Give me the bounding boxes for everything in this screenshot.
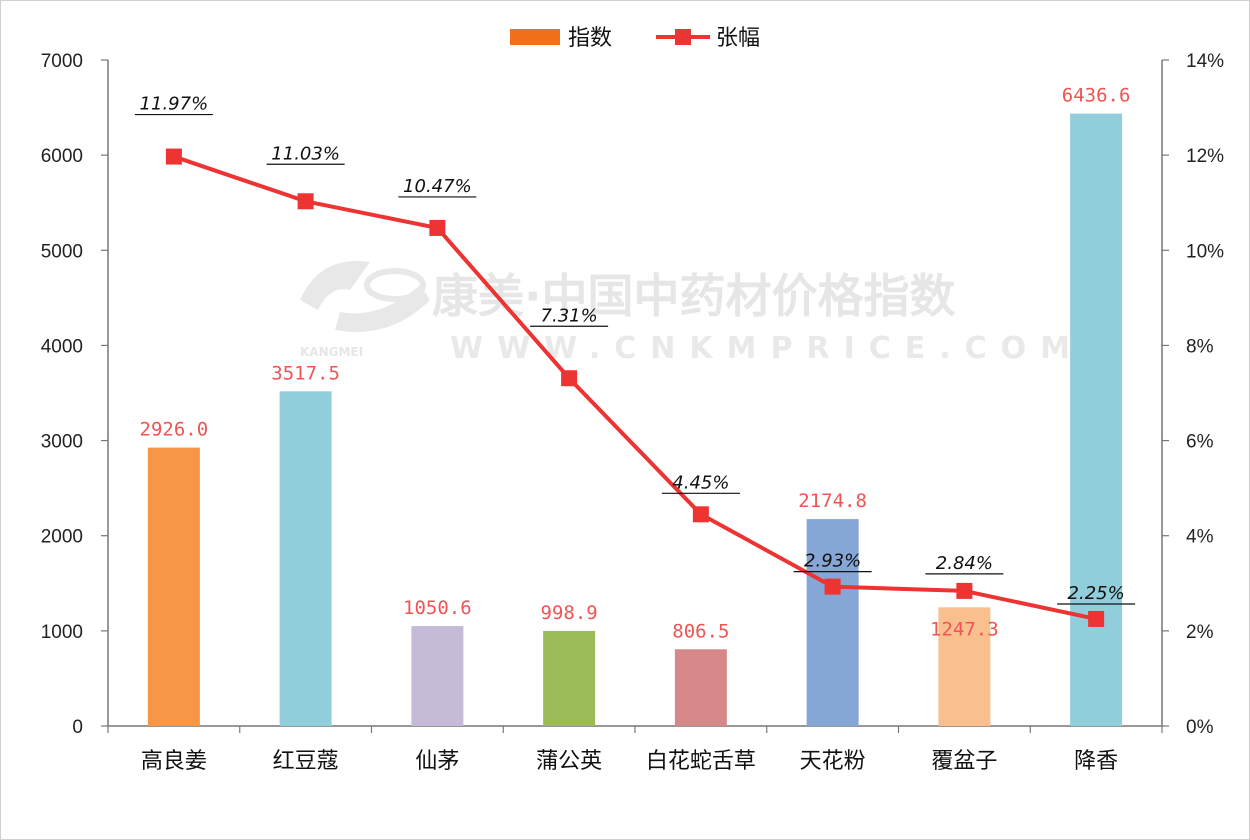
legend-line-marker [675, 29, 691, 45]
y-right-tick-label: 0% [1186, 717, 1214, 738]
bar [147, 447, 200, 726]
bar-value-label: 806.5 [672, 620, 729, 642]
line-value-label: 7.31% [541, 305, 598, 326]
bar-value-label: 6436.6 [1062, 85, 1131, 107]
line-path [173, 154, 1097, 621]
line-marker [561, 370, 578, 387]
bar-value-label: 2926.0 [140, 419, 209, 441]
line-value-labels: 11.97% 11.03% 10.47% 7.31% 4.45% 2.93% 2.84% 2.… [134, 94, 1136, 605]
x-category-label: 红豆蔻 [273, 749, 339, 774]
x-category-label: 天花粉 [800, 749, 866, 774]
watermark-cn-text: 康美·中国中药材价格指数 [432, 269, 955, 323]
bar-value-label: 1247.3 [930, 618, 999, 640]
x-category-label: 白花蛇舌草 [646, 749, 756, 774]
y-right-tick-label: 6% [1186, 432, 1214, 453]
line-value-label: 11.03% [271, 143, 340, 164]
legend-line-label: 张幅 [716, 26, 760, 51]
bar [1070, 113, 1123, 726]
y-left-tick-label: 5000 [41, 241, 83, 262]
y-left-tick-label: 1000 [41, 622, 83, 643]
y-right-tick-label: 8% [1186, 336, 1214, 357]
line-marker [429, 219, 446, 236]
bar [543, 630, 596, 726]
line-marker [956, 582, 973, 599]
line-value-label: 11.97% [140, 94, 209, 115]
bar-value-label: 998.9 [541, 602, 598, 624]
bar [938, 607, 991, 726]
x-category-label: 高良姜 [141, 749, 207, 774]
y-left-tick-label: 3000 [41, 432, 83, 453]
line-series [165, 148, 1105, 627]
line-marker [1088, 610, 1105, 627]
y-left-tick-label: 7000 [41, 51, 83, 72]
line-value-label: 10.47% [403, 176, 472, 197]
y-right-tick-label: 12% [1186, 146, 1224, 167]
bar-value-labels: 2926.0 3517.5 1050.6 998.9 806.5 2174.8 1247.3… [140, 85, 1131, 643]
bar [411, 626, 464, 726]
legend-bar-swatch [510, 29, 560, 45]
x-category-label: 蒲公英 [536, 749, 602, 774]
y-right-tick-label: 10% [1186, 241, 1224, 262]
line-marker [297, 193, 314, 210]
watermark: 康美·中国中药材价格指数 KANGMEI WWW.CNKMPRICE.COM [300, 261, 1070, 366]
legend-bar-label: 指数 [568, 26, 612, 51]
bars [147, 113, 1123, 726]
x-category-label: 覆盆子 [931, 749, 997, 774]
watermark-logo-icon [300, 261, 430, 332]
y-left-tick-label: 0 [72, 717, 83, 738]
y-left-tick-label: 6000 [41, 146, 83, 167]
bar [806, 519, 859, 726]
y-left-tick-label: 2000 [41, 527, 83, 548]
line-marker [824, 578, 841, 595]
line-value-label: 4.45% [672, 472, 729, 493]
x-category-label: 降香 [1074, 749, 1118, 774]
line-value-label: 2.93% [804, 551, 861, 572]
x-category-label: 仙茅 [415, 749, 459, 774]
y-left-tick-label: 4000 [41, 336, 83, 357]
line-value-label: 2.25% [1068, 583, 1125, 604]
line-marker [692, 506, 709, 523]
bar [279, 391, 332, 726]
bar [674, 649, 727, 726]
y-right-tick-label: 4% [1186, 527, 1214, 548]
legend: 指数 张幅 [510, 26, 760, 51]
bar-value-label: 1050.6 [403, 597, 472, 619]
y-right-tick-label: 2% [1186, 622, 1214, 643]
line-marker [165, 148, 182, 165]
y-right-tick-label: 14% [1186, 51, 1224, 72]
line-value-label: 2.84% [936, 553, 993, 574]
bar-value-label: 3517.5 [271, 362, 340, 384]
watermark-brand-text: KANGMEI [300, 345, 363, 359]
bar-value-label: 2174.8 [798, 490, 867, 512]
